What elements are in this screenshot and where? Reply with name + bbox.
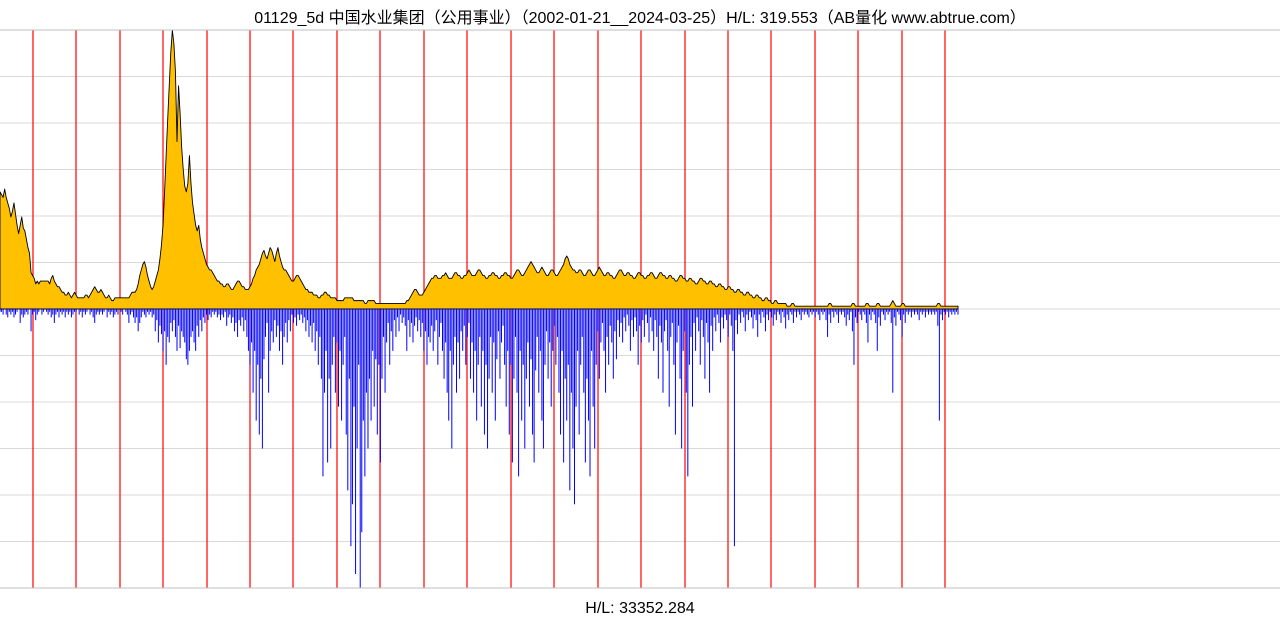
chart-title: 01129_5d 中国水业集团（公用事业）（2002-01-21__2024-0… [0,4,1280,28]
chart-svg [0,0,1280,620]
chart-container: 01129_5d 中国水业集团（公用事业）（2002-01-21__2024-0… [0,0,1280,620]
chart-footer: H/L: 33352.284 [0,600,1280,618]
